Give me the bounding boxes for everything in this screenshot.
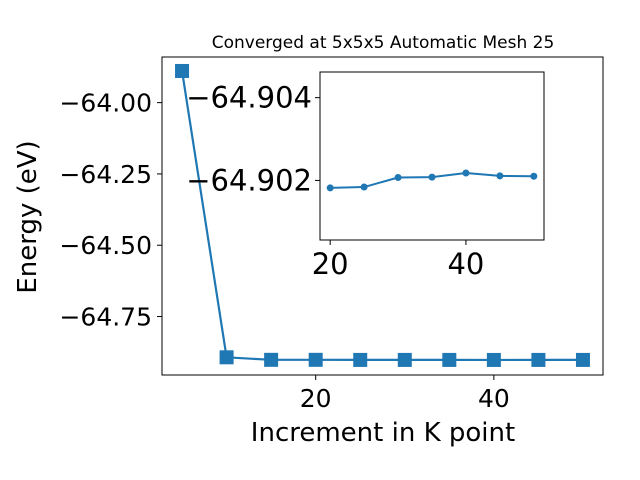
main-y-tick-label: −64.00 <box>59 89 152 118</box>
inset-data-point <box>360 183 368 191</box>
main-y-tick-label: −64.75 <box>59 303 152 332</box>
inset-data-point <box>496 172 504 180</box>
main-data-point <box>531 352 546 367</box>
main-series-line <box>180 70 583 362</box>
main-y-tick-label: −64.25 <box>59 160 152 189</box>
x-axis-label: Increment in K point <box>251 418 515 448</box>
main-frame <box>161 56 604 376</box>
main-x-tick-label: 40 <box>478 384 510 413</box>
inset-data-point <box>530 172 538 180</box>
inset-x-tick-label: 20 <box>312 247 349 281</box>
chart-title: Converged at 5x5x5 Automatic Mesh 25 <box>212 33 555 53</box>
inset-data-point <box>462 169 470 177</box>
inset-x-tick-label: 40 <box>447 247 484 281</box>
main-data-point <box>486 352 501 367</box>
main-plot: 20 40 −64.00 −64.25 −64.50 −64.75 <box>59 56 604 413</box>
inset-data-point <box>394 174 402 182</box>
main-data-point <box>442 352 457 367</box>
main-data-point <box>175 63 190 78</box>
inset-plot: 20 40 −64.904 −64.902 <box>186 71 545 281</box>
main-data-point <box>308 352 323 367</box>
main-data-point <box>264 352 279 367</box>
inset-y-tick-label: −64.902 <box>186 163 312 197</box>
main-data-point <box>397 352 412 367</box>
main-x-tick-label: 20 <box>300 384 332 413</box>
inset-data-point <box>428 173 436 181</box>
inset-y-tick-label: −64.904 <box>186 81 312 115</box>
inset-frame <box>319 71 545 241</box>
main-y-tick-label: −64.50 <box>59 231 152 260</box>
main-data-point <box>575 352 590 367</box>
inset-data-point <box>326 184 334 192</box>
y-axis-label: Energy (eV) <box>13 140 43 293</box>
main-data-point <box>353 352 368 367</box>
main-data-point <box>219 350 234 365</box>
